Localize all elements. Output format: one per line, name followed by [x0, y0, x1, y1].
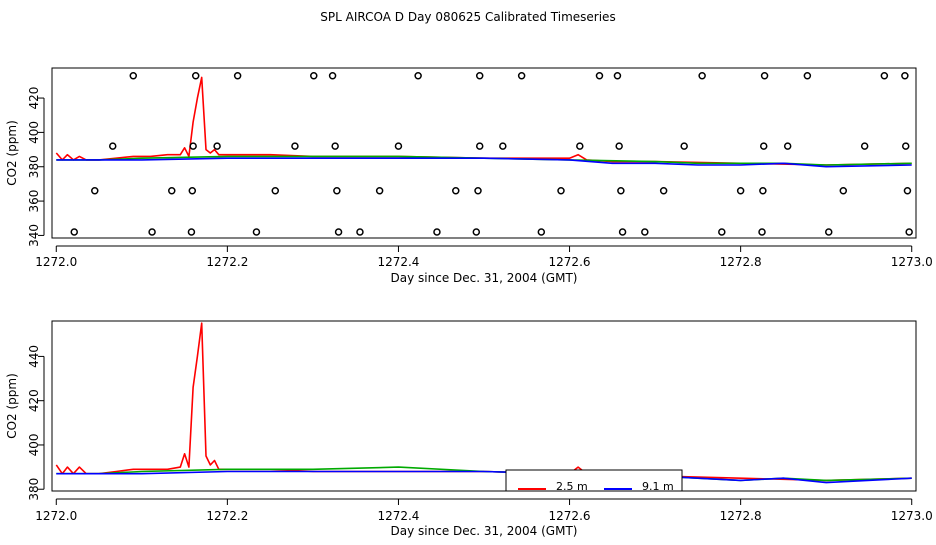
x-tick-label-bottom: 1272.8 [720, 509, 762, 523]
x-tick-label-top: 1272.8 [720, 255, 762, 269]
data-point-marker [213, 142, 221, 150]
data-point-marker [148, 228, 156, 236]
data-point-marker [433, 228, 441, 236]
data-point-marker [880, 71, 889, 80]
data-point-marker [576, 142, 584, 150]
y-tick-label-top: 400 [27, 121, 41, 144]
data-point-marker [595, 71, 604, 80]
data-point-marker [333, 187, 341, 195]
panel-top: Day since Dec. 31, 2004 (GMT) CO2 (ppm) … [5, 67, 933, 285]
y-tick-label-top: 340 [27, 224, 41, 247]
x-axis-label-bottom: Day since Dec. 31, 2004 (GMT) [391, 524, 578, 538]
data-point-marker [613, 71, 622, 80]
data-point-marker [475, 71, 484, 80]
data-point-marker [617, 187, 625, 195]
data-point-marker [760, 71, 769, 80]
data-point-marker [334, 228, 343, 236]
legend-label-9-1m: 9.1 m [642, 480, 674, 493]
data-point-marker [860, 142, 869, 150]
x-tick-label-bottom: 1272.0 [35, 509, 77, 523]
legend-label-2-5m: 2.5 m [556, 480, 588, 493]
data-point-marker [659, 187, 668, 195]
x-tick-label-bottom: 1272.6 [549, 509, 591, 523]
y-tick-label-bottom: 420 [27, 389, 41, 412]
data-point-marker [618, 228, 627, 236]
data-point-marker [557, 187, 565, 195]
y-tick-label-bottom: 440 [27, 345, 41, 368]
data-point-marker [803, 71, 812, 80]
y-tick-label-bottom: 380 [27, 478, 41, 501]
data-point-marker [252, 228, 261, 236]
y-axis-label-top: CO2 (ppm) [5, 120, 19, 186]
data-point-marker [108, 142, 117, 150]
data-point-marker [310, 71, 318, 80]
x-axis-label-top: Day since Dec. 31, 2004 (GMT) [391, 271, 578, 285]
y-tick-label-top: 380 [27, 155, 41, 178]
data-point-marker [517, 71, 526, 80]
data-point-marker [187, 228, 196, 236]
data-point-marker [191, 71, 200, 80]
data-point-marker [91, 187, 99, 195]
x-tick-label-top: 1273.0 [891, 255, 933, 269]
data-point-marker [680, 142, 688, 150]
data-point-marker [168, 187, 176, 195]
data-point-marker [475, 142, 484, 150]
y-tick-label-bottom: 400 [27, 434, 41, 457]
data-point-marker [615, 142, 623, 150]
y-tick-label-top: 360 [27, 190, 41, 213]
data-point-marker [233, 71, 242, 80]
data-point-marker [537, 228, 546, 236]
x-tick-label-bottom: 1272.2 [206, 509, 248, 523]
x-tick-label-bottom: 1273.0 [891, 509, 933, 523]
y-axis-label-bottom: CO2 (ppm) [5, 373, 19, 439]
x-tick-label-top: 1272.0 [35, 255, 77, 269]
series-line-green [56, 157, 912, 168]
data-point-marker [291, 142, 299, 150]
x-tick-label-top: 1272.2 [206, 255, 248, 269]
data-point-marker [839, 187, 848, 195]
data-point-marker [474, 187, 482, 195]
data-point-marker [414, 71, 422, 80]
data-point-marker [356, 228, 364, 236]
data-point-marker [698, 71, 706, 80]
data-point-marker [641, 228, 649, 236]
data-point-marker [70, 228, 78, 236]
legend: 2.5 m 9.1 m [505, 469, 683, 493]
data-point-marker [271, 187, 280, 195]
data-point-marker [759, 142, 768, 150]
x-tick-label-bottom: 1272.4 [377, 509, 419, 523]
x-tick-label-top: 1272.6 [549, 255, 591, 269]
data-point-marker [759, 187, 767, 195]
data-point-marker [375, 187, 384, 195]
data-point-marker [901, 142, 910, 150]
data-point-marker [736, 187, 745, 195]
data-point-marker [188, 187, 197, 195]
y-tick-label-top: 420 [27, 87, 41, 110]
legend-box [505, 469, 683, 492]
data-point-marker [903, 187, 912, 195]
data-point-marker [901, 71, 909, 80]
x-tick-label-top: 1272.4 [377, 255, 419, 269]
data-point-marker [718, 228, 726, 236]
plot-frame-bottom [51, 320, 917, 492]
data-point-marker [905, 228, 913, 236]
data-point-marker [452, 187, 460, 195]
data-point-marker [783, 142, 792, 150]
data-point-marker [394, 142, 403, 150]
data-point-marker [189, 142, 197, 150]
figure-title: SPL AIRCOA D Day 080625 Calibrated Times… [320, 10, 615, 24]
data-point-marker [328, 71, 337, 80]
data-point-marker [129, 71, 138, 80]
data-point-marker [824, 228, 833, 236]
data-point-marker [331, 142, 339, 150]
data-point-marker [758, 228, 766, 236]
data-point-marker [472, 228, 481, 236]
data-point-marker [499, 142, 507, 150]
plot-frame-top [51, 67, 917, 239]
